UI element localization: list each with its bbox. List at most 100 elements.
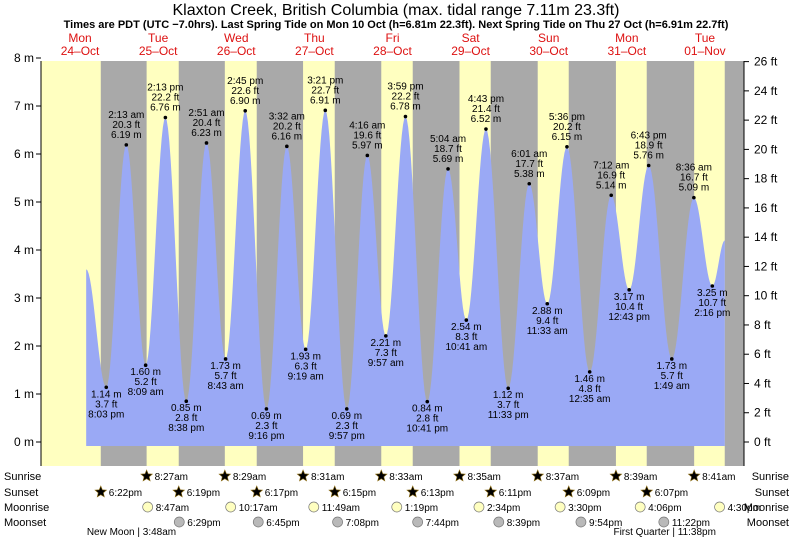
sunrise-icon: [374, 469, 388, 482]
sunset-icon: [562, 485, 576, 498]
y-tick-label: 26 ft: [754, 55, 778, 69]
day-date: 01–Nov: [684, 44, 725, 58]
day-name: Sat: [462, 31, 481, 45]
moonrise-icon: [473, 501, 485, 513]
row-label: Moonset: [4, 517, 46, 529]
sunrise-icon: [296, 469, 310, 482]
day-date: 26–Oct: [217, 44, 256, 58]
moonset-time: 6:45pm: [266, 518, 299, 529]
tide-point: [670, 357, 674, 361]
tide-point: [646, 163, 651, 168]
tide-label: 10:41 am: [445, 342, 487, 353]
tide-label: 2:13 am: [108, 110, 144, 121]
tide-label: 7:12 am: [593, 160, 629, 171]
tide-point: [204, 141, 209, 145]
y-tick-label: 4 ft: [754, 376, 771, 390]
tide-label: 1.93 m: [290, 351, 321, 362]
moonrise-time: 11:49am: [322, 503, 360, 514]
tide-label: 9.4 ft: [536, 316, 558, 327]
day-name: Thu: [304, 31, 325, 45]
y-tick-label: 10 ft: [754, 289, 778, 303]
tide-label: 22.2 ft: [151, 93, 179, 104]
row-label: Sunrise: [752, 471, 789, 483]
moonset-icon: [173, 516, 185, 528]
y-tick-label: 6 m: [14, 147, 34, 161]
sunset-icon: [484, 485, 498, 498]
tide-label: 16.9 ft: [597, 170, 625, 181]
sunset-time: 6:09pm: [577, 488, 610, 499]
moonset-time: 8:39pm: [507, 518, 540, 529]
tide-point: [243, 109, 248, 113]
tide-label: 22.7 ft: [311, 85, 339, 96]
tide-label: 6.3 ft: [295, 361, 317, 372]
moonset-time: 6:29pm: [187, 518, 220, 529]
day-name: Wed: [224, 31, 248, 45]
tide-point: [303, 347, 308, 352]
tide-area: [86, 110, 725, 446]
tide-point: [223, 357, 228, 361]
sunrise-time: 8:39am: [624, 472, 657, 483]
tide-label: 8:09 am: [128, 387, 164, 398]
moonset-icon: [658, 516, 670, 528]
sunrise-time: 8:37am: [546, 472, 579, 483]
tide-label: 20.2 ft: [273, 121, 301, 132]
row-label: Moonrise: [744, 502, 789, 514]
sunset-icon: [172, 485, 186, 498]
tide-label: 9:57 am: [368, 358, 404, 369]
tide-label: 8:03 pm: [88, 409, 124, 420]
sunset-time: 6:15pm: [343, 488, 376, 499]
tide-label: 1.14 m: [91, 389, 122, 400]
sunrise-time: 8:41am: [702, 472, 735, 483]
moonrise-time: 4:30pm: [728, 503, 761, 514]
y-tick-label: 0 ft: [754, 435, 771, 449]
tide-label: 2.3 ft: [255, 421, 277, 432]
tide-point: [527, 181, 532, 186]
sunrise-time: 8:27am: [155, 472, 188, 483]
y-tick-label: 5 m: [14, 195, 34, 209]
tide-label: 6.90 m: [230, 96, 261, 107]
tide-point: [446, 167, 450, 171]
tide-point: [104, 385, 109, 390]
tide-label: 8:38 pm: [168, 423, 204, 434]
chart-title: Klaxton Creek, British Columbia (max. ti…: [172, 2, 619, 19]
sunset-icon: [250, 485, 264, 498]
tide-label: 5.76 m: [633, 151, 664, 162]
y-tick-label: 24 ft: [754, 84, 778, 98]
sunrise-icon: [609, 469, 623, 482]
y-tick-label: 7 m: [14, 99, 34, 113]
tide-label: 6.52 m: [471, 114, 502, 125]
tide-label: 22.6 ft: [231, 86, 259, 97]
tide-label: 4:16 am: [349, 120, 385, 131]
tide-point: [124, 143, 129, 147]
tide-point: [403, 114, 408, 119]
moonrise-time: 2:34pm: [487, 503, 520, 514]
tide-point: [384, 334, 388, 338]
tide-label: 5:36 pm: [549, 112, 585, 123]
day-name: Tue: [695, 31, 716, 45]
moonset-icon: [493, 516, 505, 528]
moonrise-time: 1:19pm: [405, 503, 438, 514]
moonrise-icon: [714, 501, 725, 513]
tide-label: 2:51 am: [188, 108, 224, 119]
y-tick-label: 14 ft: [754, 230, 778, 244]
day-date: 30–Oct: [529, 44, 568, 58]
tide-point: [565, 145, 569, 149]
moonrise-icon: [308, 501, 320, 513]
tide-label: 2.21 m: [371, 338, 402, 349]
y-tick-label: 3 m: [14, 291, 34, 305]
moonrise-icon: [391, 501, 403, 513]
day-name: Mon: [68, 31, 91, 45]
tide-label: 20.2 ft: [553, 122, 581, 133]
sunset-time: 6:07pm: [655, 488, 688, 499]
tide-point: [464, 318, 469, 322]
tide-label: 2.88 m: [532, 306, 563, 317]
tide-point: [484, 127, 488, 131]
tide-point: [143, 363, 148, 368]
tide-label: 2.3 ft: [336, 421, 358, 432]
sunset-icon: [328, 485, 342, 498]
y-tick-label: 8 m: [14, 51, 34, 65]
moonset-icon: [412, 516, 424, 528]
tide-label: 3.17 m: [614, 292, 645, 303]
tide-point: [344, 407, 349, 411]
tide-point: [609, 193, 614, 198]
